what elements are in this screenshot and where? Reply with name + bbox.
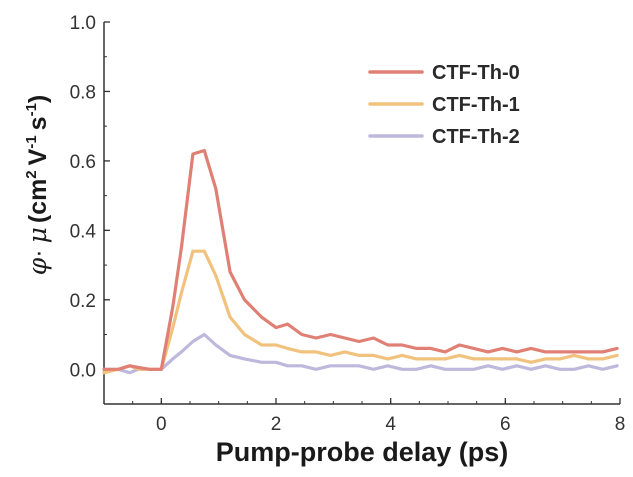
y-tick-label: 0.2 [70, 291, 96, 312]
x-tick-label: 4 [385, 414, 396, 435]
y-tick-label: 0.0 [70, 360, 96, 381]
y-axis-title-dot: · [24, 249, 52, 257]
y-axis-title: φ·μ(cm2V-1s-1) [23, 95, 52, 276]
y-axis-title-cm: cm [24, 179, 52, 215]
legend: CTF-Th-0 CTF-Th-1 CTF-Th-2 [368, 62, 520, 148]
legend-label: CTF-Th-0 [432, 62, 520, 84]
x-axis-title: Pump-probe delay (ps) [216, 437, 509, 467]
series-lines [102, 148, 619, 375]
plot-frame [103, 22, 620, 405]
legend-label: CTF-Th-2 [432, 126, 520, 148]
y-tick-label: 1.0 [70, 13, 96, 34]
x-tick-label: 2 [271, 414, 282, 435]
y-tick-label: 0.6 [70, 152, 96, 173]
y-axis-title-mu: μ [23, 227, 52, 243]
axis-ticks: 0.0 0.2 0.4 0.6 0.8 1.0 0 2 4 6 8 [70, 13, 626, 435]
y-axis-title-v-exponent: -1 [23, 135, 40, 148]
legend-label: CTF-Th-1 [432, 94, 520, 116]
x-tick-label: 6 [500, 414, 511, 435]
y-tick-label: 0.4 [70, 221, 97, 242]
y-axis-title-v: V [24, 148, 52, 165]
x-tick-label: 0 [156, 414, 167, 435]
y-axis-title-s: s [24, 116, 52, 130]
y-axis-title-s-exponent: -1 [23, 103, 40, 116]
series-line-ctf-th-0 [102, 148, 619, 371]
y-tick-label: 0.8 [70, 82, 96, 103]
y-axis-title-close-paren: ) [24, 95, 52, 103]
y-axis-title-cm-exponent: 2 [23, 170, 40, 178]
x-tick-label: 8 [615, 414, 626, 435]
y-axis-title-open-paren: ( [24, 214, 52, 223]
series-line-ctf-th-1 [102, 249, 619, 375]
y-axis-title-phi: φ [23, 257, 52, 275]
series-line-ctf-th-2 [102, 332, 619, 375]
